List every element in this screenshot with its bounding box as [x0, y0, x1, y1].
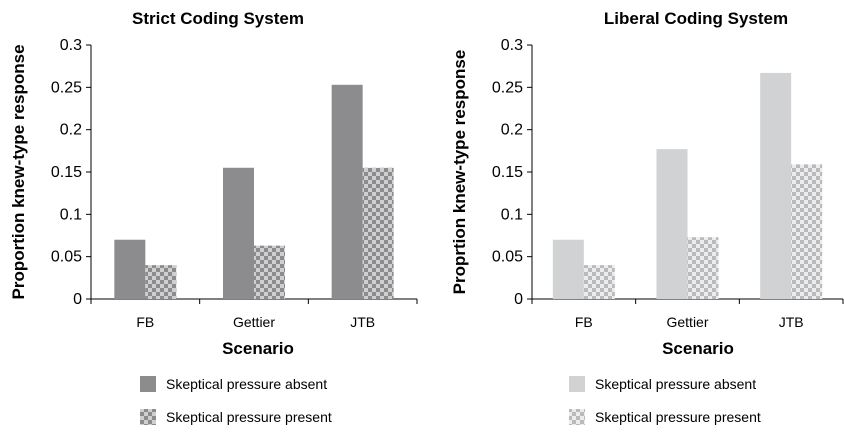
chart-title: Strict Coding System — [132, 9, 304, 28]
y-tick-label: 0.2 — [60, 122, 82, 139]
y-tick-label: 0.15 — [51, 164, 82, 181]
legend-label-absent: Skeptical pressure absent — [166, 376, 327, 392]
bar-present-gettier — [254, 245, 285, 299]
x-tick-label: JTB — [350, 314, 375, 330]
y-tick-label: 0.25 — [51, 79, 82, 96]
legend-swatch-present — [569, 409, 585, 425]
y-tick-label: 0.15 — [492, 164, 523, 181]
bar-present-jtb — [362, 167, 394, 299]
y-tick-label: 0.1 — [501, 206, 523, 223]
x-tick-label: JTB — [779, 314, 804, 330]
legend: Skeptical pressure absent Skeptical pres… — [140, 376, 332, 425]
y-axis-title: Proportion knew-type response — [9, 44, 28, 299]
legend-swatch-present — [140, 409, 156, 425]
x-axis-title: Scenario — [662, 339, 734, 358]
chart-strict: Strict Coding System Proportion knew-typ… — [9, 9, 418, 425]
bar-present-gettier — [687, 237, 719, 299]
legend-label-present: Skeptical pressure present — [595, 409, 761, 425]
x-axis-title: Scenario — [222, 339, 294, 358]
chart-liberal: Liberal Coding System Proprtion knew-typ… — [450, 9, 844, 425]
x-tick-label: FB — [136, 314, 154, 330]
bar-present-jtb — [791, 164, 823, 299]
bar-absent-jtb — [331, 84, 363, 299]
y-tick-label: 0.05 — [51, 249, 82, 266]
legend: Skeptical pressure absent Skeptical pres… — [569, 376, 761, 425]
legend-swatch-absent — [140, 376, 156, 392]
y-tick-label: 0.1 — [60, 206, 82, 223]
x-tick-label: Gettier — [233, 314, 275, 330]
plot-area: 0 0.05 0.1 0.15 0.2 0.25 0.3 FB Gettier JTB — [51, 37, 418, 330]
bar-absent-gettier — [656, 149, 688, 299]
y-tick-label: 0.3 — [501, 37, 523, 54]
bar-absent-gettier — [223, 167, 254, 299]
y-tick-label: 0.25 — [492, 79, 523, 96]
legend-swatch-absent — [569, 376, 585, 392]
bar-present-fb — [145, 265, 177, 299]
y-tick-label: 0 — [514, 291, 523, 308]
x-tick-label: FB — [575, 314, 593, 330]
y-tick-label: 0 — [73, 291, 82, 308]
bar-absent-jtb — [760, 72, 792, 299]
y-tick-label: 0.3 — [60, 37, 82, 54]
x-tick-label: Gettier — [666, 314, 708, 330]
bar-present-fb — [583, 265, 615, 299]
chart-title: Liberal Coding System — [604, 9, 788, 28]
y-axis-title: Proprtion knew-type response — [450, 50, 469, 295]
legend-label-absent: Skeptical pressure absent — [595, 376, 756, 392]
plot-area: 0 0.05 0.1 0.15 0.2 0.25 0.3 FB Gettier JTB — [492, 37, 844, 330]
legend-label-present: Skeptical pressure present — [166, 409, 332, 425]
bar-absent-fb — [552, 239, 584, 299]
bar-absent-fb — [114, 239, 146, 299]
y-tick-label: 0.05 — [492, 249, 523, 266]
y-tick-label: 0.2 — [501, 122, 523, 139]
